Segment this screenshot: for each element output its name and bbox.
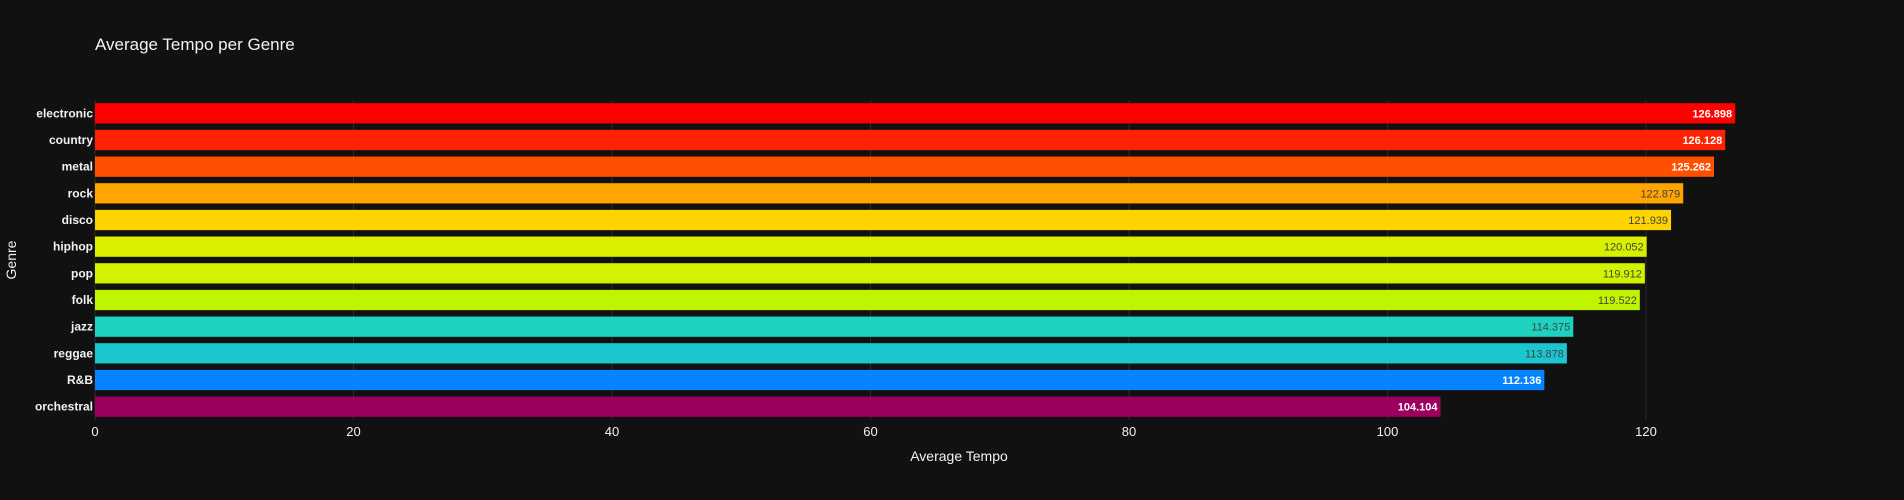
bar <box>95 209 1672 231</box>
x-tick-label: 40 <box>605 424 619 439</box>
bar-value-label: 113.878 <box>1525 348 1564 360</box>
category-label: country <box>49 133 93 147</box>
bar <box>95 289 1640 311</box>
bar <box>95 103 1736 124</box>
category-label: folk <box>72 293 94 307</box>
category-labels: electronic country metal rock disco hiphop pop… <box>35 106 93 413</box>
bar-value-label: 114.375 <box>1531 322 1570 334</box>
x-tick-label: 20 <box>346 424 360 439</box>
category-label: rock <box>68 186 94 200</box>
x-tick-label: 120 <box>1635 424 1657 439</box>
category-label: R&B <box>67 373 93 387</box>
bar-value-label: 122.879 <box>1640 188 1680 200</box>
bar <box>95 396 1441 417</box>
x-tick-labels: 0 20 40 60 80 100 120 <box>91 424 1656 439</box>
x-tick-label: 100 <box>1377 424 1399 439</box>
bar <box>95 156 1715 177</box>
y-axis-title: Genre <box>3 240 19 279</box>
x-tick-label: 60 <box>863 424 877 439</box>
bar-value-label: 112.136 <box>1502 375 1541 387</box>
bars: 126.898 126.128 125.262 122.879 121.939 120.0… <box>95 103 1736 417</box>
category-label: orchestral <box>35 400 93 414</box>
category-label: reggae <box>54 346 94 360</box>
bar-value-label: 126.128 <box>1682 135 1722 147</box>
category-label: hiphop <box>53 240 93 254</box>
bar <box>95 129 1726 151</box>
bar <box>95 236 1647 257</box>
bar-value-label: 120.052 <box>1604 242 1644 254</box>
x-tick-label: 0 <box>91 424 98 439</box>
bar-value-label: 119.522 <box>1598 295 1637 307</box>
x-axis-title: Average Tempo <box>910 448 1008 464</box>
bar <box>95 343 1567 364</box>
bar <box>95 369 1545 391</box>
bar-value-label: 126.898 <box>1692 108 1732 120</box>
category-label: pop <box>71 266 93 280</box>
chart-title: Average Tempo per Genre <box>95 35 295 54</box>
bar-value-label: 125.262 <box>1671 162 1711 174</box>
category-label: disco <box>62 213 93 227</box>
category-label: electronic <box>36 106 93 120</box>
category-label: jazz <box>70 320 93 334</box>
bar <box>95 263 1645 284</box>
category-label: metal <box>62 160 93 174</box>
bar-value-label: 119.912 <box>1603 268 1642 280</box>
bar-value-label: 121.939 <box>1628 215 1668 227</box>
bar <box>95 316 1574 337</box>
gridlines <box>94 100 1647 420</box>
x-tick-label: 80 <box>1122 424 1136 439</box>
bar <box>95 183 1684 204</box>
bar-value-label: 104.104 <box>1398 402 1439 414</box>
